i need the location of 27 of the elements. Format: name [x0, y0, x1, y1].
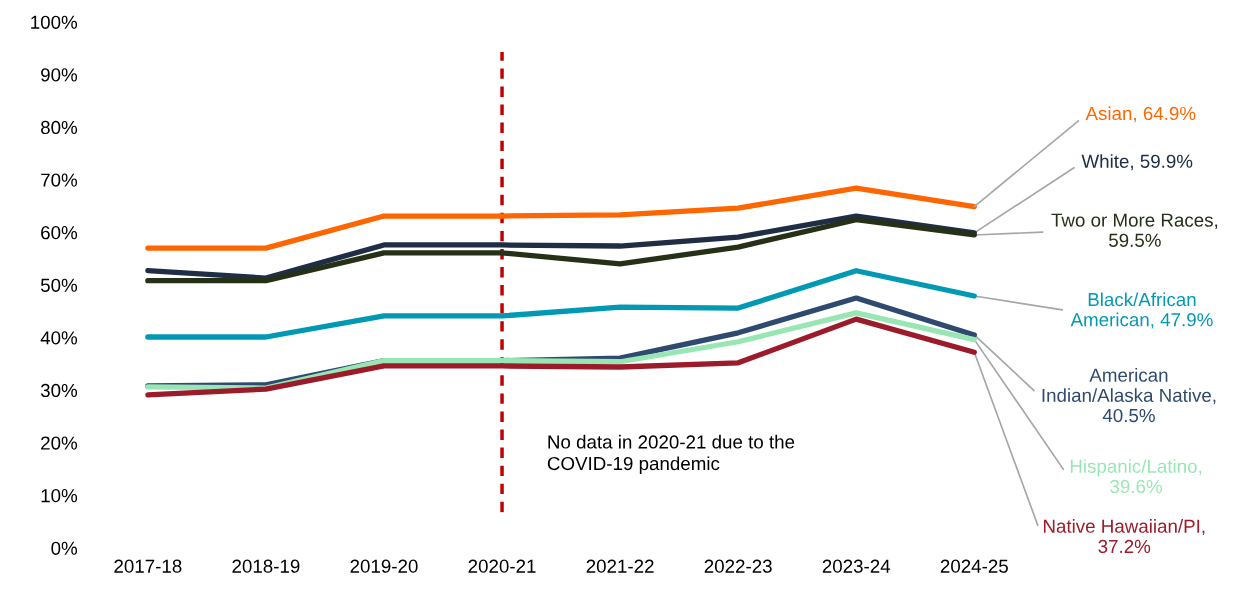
annotation: Black/African American, 47.9% [1070, 292, 1213, 329]
annotation: Hispanic/Latino, 39.6% [1070, 459, 1202, 494]
y-tick-label: 20% [41, 436, 78, 450]
y-tick-label: 0% [51, 541, 78, 555]
x-tick-label: 2024-25 [940, 559, 1008, 573]
y-tick-label: 100% [31, 15, 78, 29]
y-tick-label: 90% [41, 68, 78, 82]
y-tick-label: 60% [41, 226, 78, 240]
annotation: Two or More Races, 59.5% [1051, 213, 1218, 247]
y-tick-label: 50% [40, 278, 78, 292]
annotation: American Indian/Alaska Native, 40.5% [1042, 368, 1216, 423]
x-tick-label: 2023-24 [822, 559, 891, 573]
x-tick-label: 2019-20 [350, 559, 418, 573]
x-tick-label: 2021-22 [586, 559, 654, 573]
x-tick-label: 2017-18 [114, 559, 182, 573]
y-tick-label: 40% [40, 331, 78, 345]
y-tick-label: 70% [41, 173, 78, 187]
annotation: Native Hawaiian/PI, 37.2% [1043, 519, 1205, 554]
y-tick-label: 30% [40, 383, 78, 398]
x-tick-label: 2020-21 [468, 559, 536, 573]
y-tick-label: 80% [41, 120, 78, 135]
x-tick-label: 2018-19 [232, 559, 300, 573]
y-tick-label: 10% [41, 489, 78, 503]
annotation: White, 59.9% [1081, 154, 1193, 171]
annotation: No data in 2020-21 due to the COVID-19 pandemic [547, 434, 795, 474]
x-tick-label: 2022-23 [704, 559, 772, 573]
annotation: Asian, 64.9% [1085, 106, 1196, 123]
